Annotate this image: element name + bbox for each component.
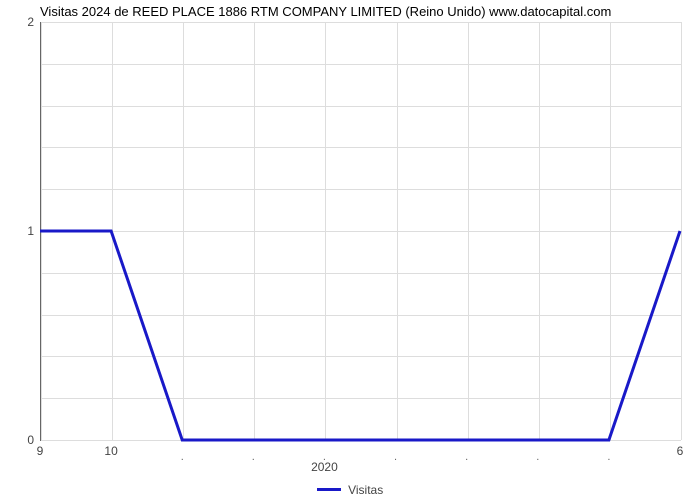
y-tick-label: 2 bbox=[27, 15, 34, 29]
series-line bbox=[40, 231, 680, 440]
x-minor-tick: . bbox=[252, 451, 255, 463]
chart-title: Visitas 2024 de REED PLACE 1886 RTM COMP… bbox=[40, 4, 690, 19]
line-series bbox=[40, 22, 680, 440]
legend-swatch bbox=[317, 488, 341, 491]
x-tick-label: 9 bbox=[37, 444, 44, 458]
legend-label: Visitas bbox=[348, 483, 383, 497]
x-minor-tick: . bbox=[536, 451, 539, 463]
x-minor-tick: . bbox=[181, 451, 184, 463]
x-tick-label: 6 bbox=[677, 444, 684, 458]
x-minor-tick: . bbox=[394, 451, 397, 463]
x-minor-tick: . bbox=[465, 451, 468, 463]
grid-line-v bbox=[681, 22, 682, 440]
y-tick-label: 0 bbox=[27, 433, 34, 447]
x-minor-tick: . bbox=[607, 451, 610, 463]
legend: Visitas bbox=[0, 482, 700, 497]
chart-container: Visitas 2024 de REED PLACE 1886 RTM COMP… bbox=[0, 0, 700, 500]
y-tick-label: 1 bbox=[27, 224, 34, 238]
x-year-label: 2020 bbox=[311, 460, 338, 474]
x-tick-label: 10 bbox=[104, 444, 117, 458]
